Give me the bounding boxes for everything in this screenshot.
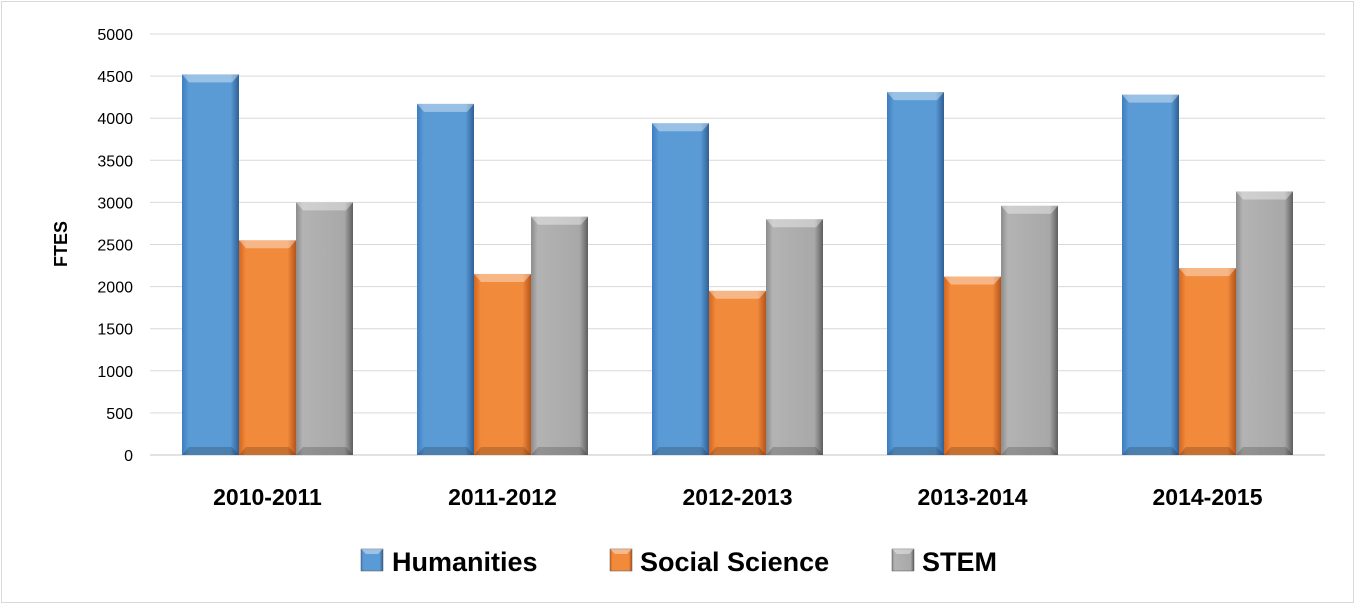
x-tick-label: 2012-2013 [683,484,793,510]
bar-body [1122,94,1179,456]
x-tick-label: 2014-2015 [1153,484,1263,510]
bar-body [1001,205,1058,455]
bar-bevel-top [1179,268,1236,277]
bar-bevel-bottom [652,447,709,455]
x-axis-labels: 2010-2011 2011-2012 2012-2013 2013-2014 2014… [213,484,1263,510]
bar-bevel-top [474,273,531,282]
bar-bevel-bottom [474,447,531,455]
bar-body [417,103,474,456]
x-tick-label: 2011-2012 [448,484,557,510]
bar-bevel-top [709,290,766,299]
bar [709,290,766,455]
legend-swatch-bevel [361,549,383,554]
legend-swatch [891,548,915,572]
bar-bevel-top [1122,94,1179,103]
bar-bevel-top [887,92,944,101]
bar [1236,191,1293,456]
y-tick-label: 500 [106,406,133,423]
bar [1179,268,1236,455]
y-axis-ticks: 0 500 1000 1500 2000 2500 3000 3500 4000 4500 5000 [97,27,133,465]
y-tick-label: 2500 [97,238,133,255]
bar-bevel-bottom [1122,447,1179,455]
bar [1122,94,1179,456]
bar-body [474,273,531,455]
legend-item: Humanities [360,547,538,577]
bar [887,92,944,456]
bars [182,74,1293,456]
y-tick-label: 4000 [97,111,133,128]
bar-bevel-top [296,202,353,211]
bar-bevel-bottom [1001,447,1058,455]
bar-body [1179,268,1236,455]
bar-bevel-top [1236,191,1293,200]
legend-swatch [360,548,384,572]
bar-bevel-bottom [239,447,296,455]
bar [474,273,531,455]
y-tick-label: 3000 [97,195,133,212]
x-tick-label: 2013-2014 [918,484,1028,510]
bar-body [709,290,766,455]
bar-body [1236,191,1293,456]
x-tick-label: 2010-2011 [213,484,322,510]
bar [296,202,353,455]
bar-body [296,202,353,455]
y-axis-title: FTES [51,221,71,267]
legend-swatch [609,548,633,572]
bar-body [652,123,709,455]
legend-item: Social Science [609,547,829,577]
bar [944,276,1001,455]
legend-item: STEM [891,547,997,577]
bar-bevel-bottom [944,447,1001,455]
bar-bevel-bottom [887,447,944,455]
y-tick-label: 3500 [97,153,133,170]
bar-body [182,74,239,455]
bar-body [531,216,588,455]
bar-bevel-top [239,240,296,249]
bar-body [766,219,823,455]
bar-bevel-top [652,123,709,132]
legend-label: STEM [922,547,997,577]
bar-bevel-bottom [766,447,823,455]
bar-bevel-bottom [1179,447,1236,455]
bar [239,240,296,455]
legend-swatch-bevel [892,549,914,554]
bar [417,103,474,456]
y-tick-label: 0 [124,448,133,465]
bar-bevel-bottom [182,447,239,455]
legend: Humanities Social Science STEM [360,547,997,577]
bar-body [944,276,1001,455]
bar-bevel-top [766,219,823,228]
bar [531,216,588,455]
bar-bevel-top [531,216,588,225]
bar-bevel-top [417,103,474,112]
bar-bevel-bottom [296,447,353,455]
legend-swatch-bevel [610,549,632,554]
legend-label: Social Science [640,547,829,577]
bar-bevel-bottom [1236,447,1293,455]
y-tick-label: 2000 [97,280,133,297]
bar [1001,205,1058,455]
y-tick-label: 5000 [97,27,133,44]
bar [182,74,239,455]
y-tick-label: 1000 [97,364,133,381]
y-tick-label: 1500 [97,322,133,339]
bar-bevel-bottom [531,447,588,455]
bar-body [239,240,296,455]
bar-bevel-top [1001,205,1058,214]
bar-bevel-bottom [417,447,474,455]
legend-label: Humanities [392,547,538,577]
bar-body [887,92,944,456]
bar [652,123,709,455]
bar-bevel-top [182,74,239,83]
bar [766,219,823,455]
y-tick-label: 4500 [97,69,133,86]
bar-bevel-top [944,276,1001,285]
bar-bevel-bottom [709,447,766,455]
